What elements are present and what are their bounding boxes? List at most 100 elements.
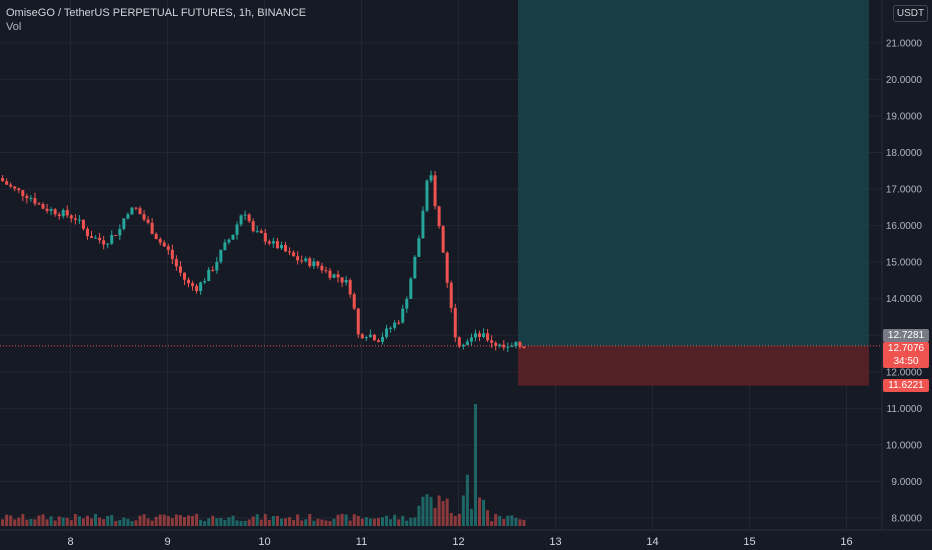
candle-body	[271, 241, 275, 244]
candle-body	[150, 222, 154, 234]
candle-body	[478, 333, 482, 337]
candle-body	[1, 178, 5, 182]
volume-bar	[360, 518, 364, 526]
candle-body	[417, 238, 421, 257]
volume-bar	[13, 519, 17, 526]
candle-body	[215, 261, 219, 271]
candle-body	[316, 261, 320, 266]
volume-bar	[61, 517, 65, 526]
volume-bar	[219, 518, 223, 526]
price-tick-label: 9.0000	[891, 477, 922, 488]
candle-body	[41, 204, 45, 209]
date-tick-label: 13	[549, 536, 561, 548]
volume-bar	[348, 520, 352, 526]
candle-body	[191, 283, 195, 286]
volume-bar	[372, 518, 376, 526]
candle-body	[219, 250, 223, 262]
volume-bar	[41, 514, 45, 526]
volume-bar	[288, 517, 292, 526]
candle-body	[37, 203, 41, 205]
volume-bar	[53, 520, 57, 526]
candle-body	[102, 240, 106, 245]
volume-bar	[340, 513, 344, 526]
position-zones	[0, 0, 882, 386]
candle-body	[138, 208, 142, 215]
volume-bar	[486, 510, 490, 526]
volume-bar	[279, 518, 283, 526]
volume-bar	[81, 518, 85, 526]
volume-bar	[417, 505, 421, 526]
candle-body	[126, 214, 130, 219]
candle-body	[364, 337, 368, 339]
volume-bar	[158, 514, 162, 526]
volume-bar	[449, 512, 453, 526]
currency-selector[interactable]: USDT	[893, 5, 928, 22]
price-tick-label: 19.0000	[886, 111, 923, 122]
volume-bar	[328, 521, 332, 526]
candle-body	[33, 198, 37, 204]
volume-bar	[94, 513, 98, 526]
volume-bar	[90, 518, 94, 526]
stop-price-value: 11.6221	[888, 380, 924, 391]
date-tick-label: 15	[743, 536, 755, 548]
volume-bar	[170, 518, 174, 526]
volume-bar	[73, 514, 77, 526]
volume-bar	[37, 515, 41, 526]
candle-body	[522, 346, 526, 348]
candle-body	[146, 219, 150, 223]
volume-bar	[255, 514, 259, 526]
candle-body	[187, 279, 191, 284]
volume-bar	[98, 517, 102, 526]
volume-bar	[465, 474, 469, 526]
volume-bar	[364, 517, 368, 526]
candle-body	[340, 277, 344, 283]
candles	[1, 170, 526, 353]
candle-body	[227, 239, 231, 243]
candle-body	[69, 215, 73, 219]
candle-body	[174, 259, 178, 267]
candle-body	[239, 215, 243, 225]
candle-body	[25, 195, 29, 199]
price-tick-label: 11.0000	[887, 404, 923, 415]
volume-bar	[284, 518, 288, 526]
volume-bar	[199, 519, 203, 526]
candle-body	[61, 210, 65, 217]
candle-body	[376, 340, 380, 342]
volume-bar	[231, 515, 235, 526]
volume-bar	[376, 518, 380, 526]
volume-bar	[405, 520, 409, 526]
candle-body	[368, 334, 372, 338]
volume-bar	[69, 520, 73, 526]
volume-bar	[425, 494, 429, 526]
candle-body	[118, 228, 122, 236]
candle-body	[518, 341, 522, 347]
date-tick-label: 11	[356, 536, 367, 548]
current-price-tag: 12.7076 34:50	[883, 342, 929, 368]
candle-body	[81, 219, 85, 229]
volume-bar	[182, 517, 186, 526]
candle-body	[421, 210, 425, 239]
candle-body	[247, 214, 251, 222]
candle-body	[473, 333, 477, 338]
price-tick-label: 18.0000	[886, 148, 923, 159]
stop-price-tag: 11.6221	[883, 379, 929, 392]
volume-bar	[29, 519, 33, 526]
volume-bar	[344, 514, 348, 526]
volume-bar	[251, 516, 255, 526]
volume-bar	[174, 514, 178, 526]
candle-body	[170, 249, 174, 260]
candle-body	[94, 237, 98, 239]
candle-body	[13, 186, 17, 189]
volume-bar	[215, 518, 219, 526]
volume-bar	[518, 519, 522, 526]
candle-body	[372, 334, 376, 341]
candle-body	[162, 242, 166, 247]
price-tick-label: 16.0000	[886, 221, 923, 232]
candle-body	[304, 258, 308, 262]
volume-bar	[473, 404, 477, 526]
volume-bar	[118, 520, 122, 526]
candle-body	[21, 190, 25, 196]
candle-body	[85, 228, 89, 237]
volume-bar	[336, 514, 340, 526]
